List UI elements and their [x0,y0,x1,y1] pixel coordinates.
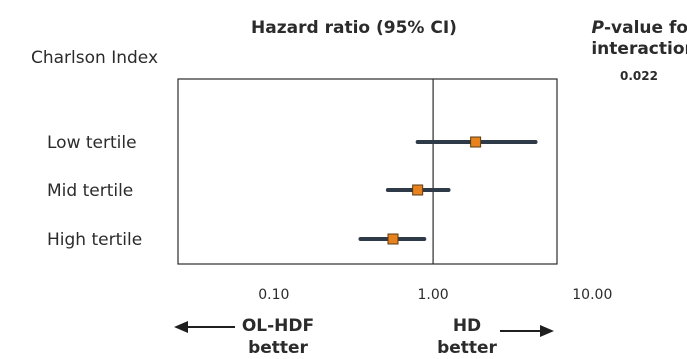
left-arrowhead-icon [174,321,188,333]
x-tick-label: 1.00 [418,287,449,303]
row-label: Low tertile [47,133,137,153]
x-tick-label: 10.00 [572,287,612,303]
x-tick-label: 0.10 [258,287,289,303]
hazard-ratio-marker [470,136,482,148]
right-direction-line1: HD [453,316,481,336]
right-direction-line2: better [437,338,497,358]
left-direction-line1: OL-HDF [242,316,314,336]
pvalue-value: 0.022 [620,69,658,83]
row-header: Charlson Index [31,48,158,68]
row-label: High tertile [47,230,142,250]
row-label: Mid tertile [47,181,133,201]
left-direction-line2: better [248,338,308,358]
hazard-ratio-marker [412,184,424,196]
pvalue-header-line2: interaction [591,39,687,59]
pvalue-header: P-value for [592,18,687,38]
right-arrowhead-icon [540,325,554,337]
hazard-ratio-marker [387,233,399,245]
chart-title: Hazard ratio (95% CI) [251,18,457,38]
plot-frame [177,78,558,265]
